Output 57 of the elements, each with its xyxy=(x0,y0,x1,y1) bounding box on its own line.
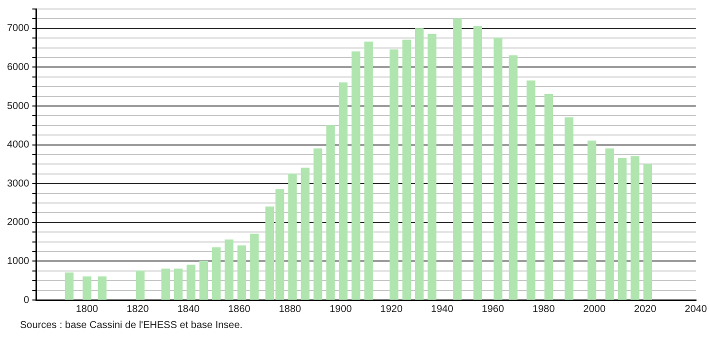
bar xyxy=(402,40,411,300)
bar xyxy=(314,148,322,300)
x-tick-label: 1800 xyxy=(76,304,99,315)
bar xyxy=(288,174,297,300)
bar xyxy=(64,272,74,300)
x-tick-label: 1980 xyxy=(532,304,556,315)
y-tick-label: 7000 xyxy=(6,23,30,34)
x-tick-label: 1820 xyxy=(126,304,150,315)
x-tick-label: 1880 xyxy=(278,304,302,315)
bar xyxy=(508,55,518,300)
bar xyxy=(82,276,92,300)
bar xyxy=(186,264,196,300)
x-tick-label: 1900 xyxy=(330,304,352,315)
bar xyxy=(588,140,596,300)
bar xyxy=(224,240,234,300)
bar xyxy=(338,82,348,300)
bar xyxy=(643,164,652,300)
bar xyxy=(326,125,335,300)
y-tick-label: 3000 xyxy=(6,178,30,190)
y-tick-label: 2000 xyxy=(6,217,30,228)
bar xyxy=(174,268,183,300)
bar xyxy=(544,94,554,300)
y-tick-label: 4000 xyxy=(6,140,30,151)
bar xyxy=(526,80,536,300)
y-tick-label: 6000 xyxy=(6,62,30,73)
bar xyxy=(494,38,502,300)
bar xyxy=(473,26,482,300)
bar xyxy=(453,18,462,300)
bar xyxy=(564,117,574,300)
y-tick-label: 1000 xyxy=(6,256,30,267)
y-tick-label: 0 xyxy=(24,294,30,306)
bar xyxy=(212,247,221,300)
x-tick-label: 2020 xyxy=(634,304,657,315)
bar xyxy=(250,234,259,300)
x-tick-label: 1960 xyxy=(482,304,504,315)
x-tick-label: 2000 xyxy=(583,304,606,315)
x-tick-label: 1920 xyxy=(380,304,403,315)
bar xyxy=(605,148,614,300)
x-tick-label: 2040 xyxy=(684,304,708,315)
bar xyxy=(390,49,398,300)
source-note: Sources : base Cassini de l'EHESS et base Insee. xyxy=(20,320,243,331)
x-tick-label: 1940 xyxy=(431,304,454,315)
bar xyxy=(618,158,627,300)
bar xyxy=(98,276,107,300)
bar xyxy=(300,168,310,300)
bar xyxy=(352,51,360,300)
x-tick-label: 1860 xyxy=(228,304,251,315)
bar xyxy=(199,260,208,300)
bar xyxy=(237,245,246,300)
bar xyxy=(630,156,640,300)
bar xyxy=(364,42,373,300)
bar xyxy=(428,34,436,300)
x-tick-label: 1840 xyxy=(177,304,200,315)
bar xyxy=(136,270,145,300)
bar xyxy=(415,28,424,300)
y-tick-label: 5000 xyxy=(6,100,30,112)
bar xyxy=(161,268,170,300)
